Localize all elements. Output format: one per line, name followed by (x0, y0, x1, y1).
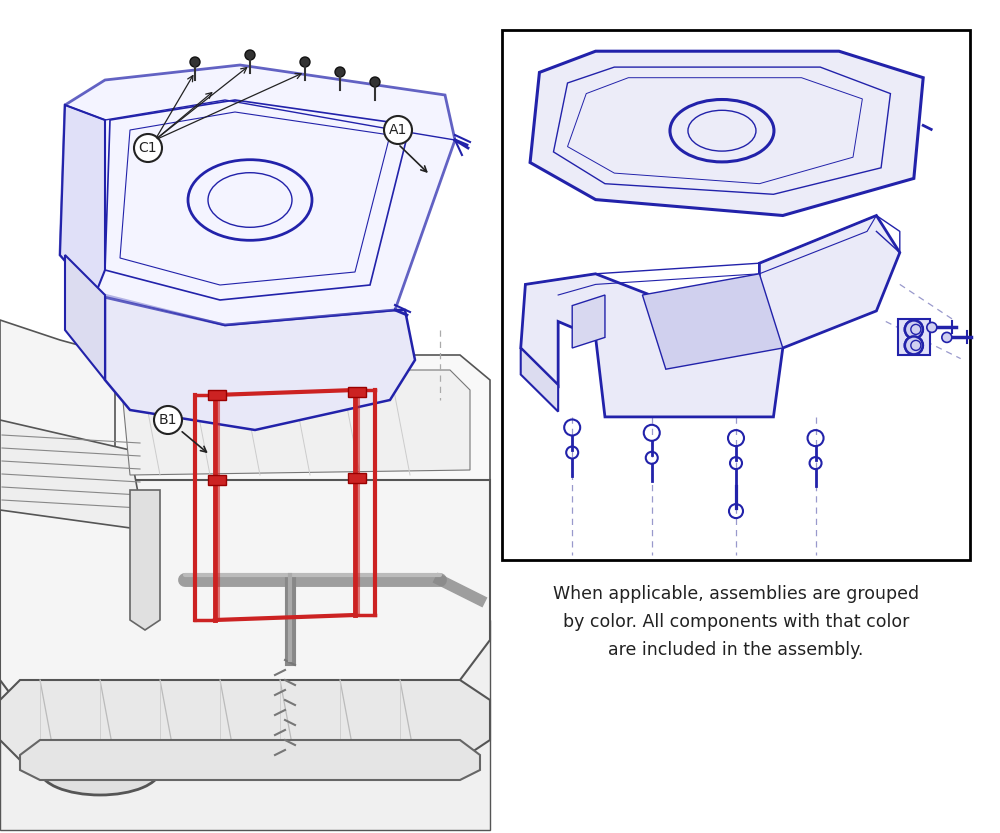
Bar (348, 387, 366, 397)
Bar (208, 390, 226, 400)
Circle shape (335, 67, 345, 77)
Bar (348, 473, 366, 483)
Polygon shape (0, 620, 490, 830)
Polygon shape (0, 420, 145, 530)
Text: When applicable, assemblies are grouped
by color. All components with that color: When applicable, assemblies are grouped … (553, 585, 919, 659)
Bar (898, 319, 930, 356)
Bar (502, 30, 970, 560)
Polygon shape (530, 51, 923, 216)
Polygon shape (115, 355, 490, 490)
Polygon shape (0, 320, 125, 480)
Text: C1: C1 (139, 141, 157, 155)
Circle shape (905, 337, 923, 354)
Circle shape (154, 406, 182, 434)
Text: A1: A1 (389, 123, 407, 137)
Polygon shape (572, 295, 605, 348)
Circle shape (370, 77, 380, 87)
Bar (208, 475, 226, 485)
Polygon shape (105, 295, 415, 430)
Circle shape (190, 57, 200, 67)
Polygon shape (521, 348, 558, 412)
Circle shape (905, 321, 923, 338)
Circle shape (942, 332, 952, 342)
Text: B1: B1 (159, 413, 177, 427)
Circle shape (245, 50, 255, 60)
Circle shape (927, 322, 937, 332)
Circle shape (300, 57, 310, 67)
Circle shape (134, 134, 162, 162)
Polygon shape (65, 255, 105, 380)
Polygon shape (0, 680, 490, 760)
Ellipse shape (40, 745, 160, 795)
Polygon shape (120, 370, 470, 475)
Circle shape (905, 337, 923, 354)
Polygon shape (0, 480, 490, 760)
Circle shape (905, 321, 923, 338)
Polygon shape (521, 216, 900, 416)
Polygon shape (130, 490, 160, 630)
Polygon shape (60, 105, 105, 295)
Polygon shape (20, 740, 480, 780)
Circle shape (384, 116, 412, 144)
Polygon shape (642, 274, 783, 369)
Polygon shape (60, 65, 455, 325)
